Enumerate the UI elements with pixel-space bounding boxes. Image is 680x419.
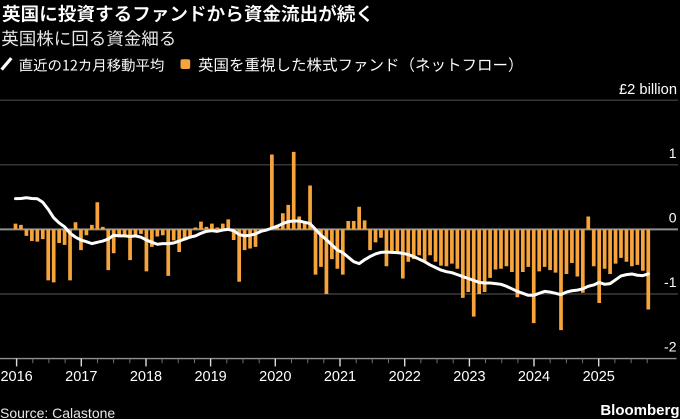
svg-text:1: 1 — [669, 145, 677, 161]
svg-text:2022: 2022 — [389, 369, 421, 385]
svg-text:2023: 2023 — [453, 369, 485, 385]
svg-text:£2 billion: £2 billion — [619, 82, 677, 98]
svg-text:2021: 2021 — [324, 369, 356, 385]
svg-text:-2: -2 — [664, 339, 677, 355]
svg-text:-1: -1 — [664, 274, 677, 290]
svg-text:2019: 2019 — [194, 369, 226, 385]
svg-text:2020: 2020 — [259, 369, 291, 385]
svg-text:2025: 2025 — [583, 369, 615, 385]
svg-text:Bloomberg: Bloomberg — [600, 402, 679, 419]
svg-text:Source: Calastone: Source: Calastone — [0, 405, 115, 419]
svg-text:0: 0 — [669, 209, 677, 225]
svg-text:2024: 2024 — [518, 369, 550, 385]
svg-text:2017: 2017 — [65, 369, 97, 385]
svg-text:2016: 2016 — [0, 369, 32, 385]
svg-text:2018: 2018 — [130, 369, 162, 385]
